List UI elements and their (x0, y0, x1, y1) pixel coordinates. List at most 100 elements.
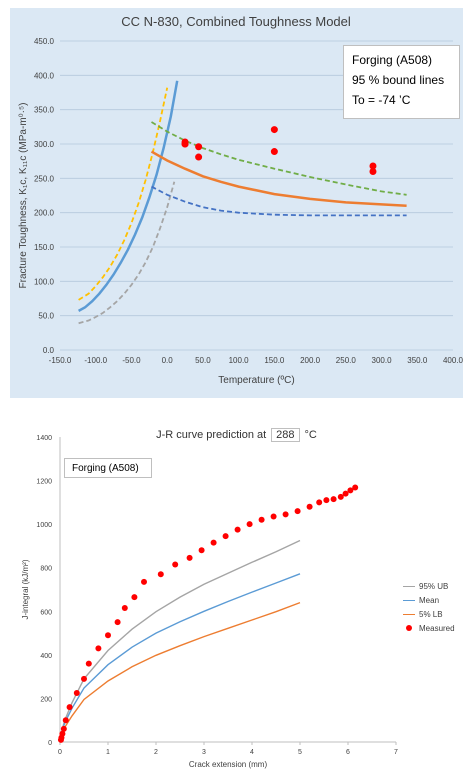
x-tick-label: 200.0 (300, 356, 321, 365)
measured-point (121, 605, 128, 612)
measured-point (323, 497, 330, 504)
jr-chart-panel: J-R curve prediction at 288 °C 0 200 400 600 8… (10, 422, 463, 772)
data-point (195, 143, 203, 151)
jr-material-label: Forging (A508) (64, 458, 152, 478)
measured-point (337, 493, 344, 500)
legend-label-mean: Mean (419, 595, 440, 605)
toughness-legend-box: Forging (A508) 95 % bound lines To = -74… (343, 45, 460, 119)
data-point (369, 167, 377, 175)
measured-point (210, 539, 217, 546)
measured-point (316, 499, 323, 506)
measured-point (73, 689, 80, 696)
legend-swatch-5-lb (403, 613, 415, 615)
x-tick-label: 350.0 (407, 356, 428, 365)
x-tick-label: 400.0 (443, 356, 463, 365)
measured-point (342, 490, 349, 497)
x-tick-label: 50.0 (195, 356, 211, 365)
x-tick-label: 7 (394, 749, 398, 756)
series-line-1 (59, 539, 301, 743)
y-tick-label: 50.0 (38, 312, 54, 321)
y-tick-label: 0.0 (43, 346, 55, 355)
series-line-3 (59, 601, 301, 743)
series-line-3 (78, 181, 176, 325)
toughness-chart: CC N-830, Combined Toughness Model 0.0 50.… (18, 14, 464, 386)
y-tick-label: 150.0 (34, 243, 55, 252)
x-tick-label: 4 (250, 749, 254, 756)
y-tick-label: 1400 (36, 435, 52, 442)
y-tick-label: 0 (48, 740, 52, 747)
toughness-chart-panel: CC N-830, Combined Toughness Model 0.0 50.… (10, 8, 464, 398)
measured-point (95, 645, 102, 652)
measured-point (62, 717, 69, 724)
y-tick-label: 250.0 (34, 174, 55, 183)
x-tick-label: 3 (202, 749, 206, 756)
legend-label-95-ub: 95% UB (419, 581, 449, 591)
measured-point (330, 496, 337, 503)
measured-point (352, 484, 359, 491)
y-tick-label: 1000 (36, 522, 52, 529)
x-tick-label: 5 (298, 749, 302, 756)
measured-point (222, 533, 229, 540)
y-tick-label: 350.0 (34, 106, 55, 115)
y-tick-label: 400 (40, 653, 52, 660)
measured-point (105, 632, 111, 639)
y-tick-label: 800 (40, 566, 52, 573)
legend-line-to: To = -74 ’C (352, 93, 411, 107)
measured-point (306, 503, 313, 510)
legend-item-95-ub: 95% UB (403, 579, 455, 593)
y-tick-label: 200 (40, 696, 52, 703)
x-tick-label: 300.0 (372, 356, 393, 365)
measured-point (60, 725, 67, 732)
measured-point (59, 730, 66, 737)
chart-title: CC N-830, Combined Toughness Model (121, 14, 351, 29)
measured-point (81, 675, 87, 682)
y-tick-label: 600 (40, 609, 52, 616)
x-tick-label: -150.0 (49, 356, 72, 365)
measured-point (198, 547, 205, 554)
x-axis-label: Temperature (ºC) (218, 375, 294, 386)
data-point (181, 140, 189, 148)
legend-swatch-mean (403, 599, 415, 601)
measured-point (234, 526, 241, 533)
series-line-4 (150, 150, 407, 208)
data-point (270, 126, 278, 134)
series-line-5 (151, 121, 407, 196)
y-tick-label: 200.0 (34, 209, 55, 218)
x-axis-label: Crack extension (mm) (189, 760, 268, 769)
series-line-1 (78, 80, 179, 312)
y-tick-label: 450.0 (34, 37, 55, 46)
measured-point (270, 513, 277, 520)
measured-point (66, 704, 73, 711)
y-axis-label: J-integral (kJ/m²) (21, 559, 30, 619)
measured-point (246, 521, 253, 528)
measured-point (282, 511, 289, 518)
x-tick-label: 100.0 (229, 356, 250, 365)
data-point (195, 153, 203, 161)
measured-point (141, 578, 147, 585)
measured-point (131, 594, 138, 601)
x-tick-label: 1 (106, 749, 110, 756)
legend-item-mean: Mean (403, 593, 455, 607)
legend-label-5-lb: 5% LB (419, 609, 443, 619)
jr-chart-title: J-R curve prediction at 288 °C (10, 428, 463, 442)
legend-swatch-95-ub (403, 585, 415, 587)
legend-line-material: Forging (A508) (352, 53, 433, 67)
measured-point (114, 619, 121, 626)
measured-point (157, 571, 164, 578)
measured-point (258, 516, 265, 523)
y-tick-label: 300.0 (34, 140, 55, 149)
y-tick-label: 1200 (36, 479, 52, 486)
x-tick-label: 250.0 (336, 356, 357, 365)
series-line-2 (78, 87, 169, 301)
measured-point (347, 487, 354, 494)
data-point (270, 148, 278, 156)
x-tick-label: -50.0 (122, 356, 141, 365)
measured-point (85, 660, 92, 667)
legend-label-measured: Measured (419, 623, 455, 633)
jr-title-suffix: °C (304, 429, 317, 441)
jr-chart: 0 200 400 600 800 1000 1200 1400 0 1 2 3 4 5 6 7 Crack e… (21, 435, 398, 769)
x-tick-label: 2 (154, 749, 158, 756)
series-line-6 (151, 185, 407, 217)
data-point (369, 162, 377, 170)
x-tick-label: 0.0 (162, 356, 174, 365)
